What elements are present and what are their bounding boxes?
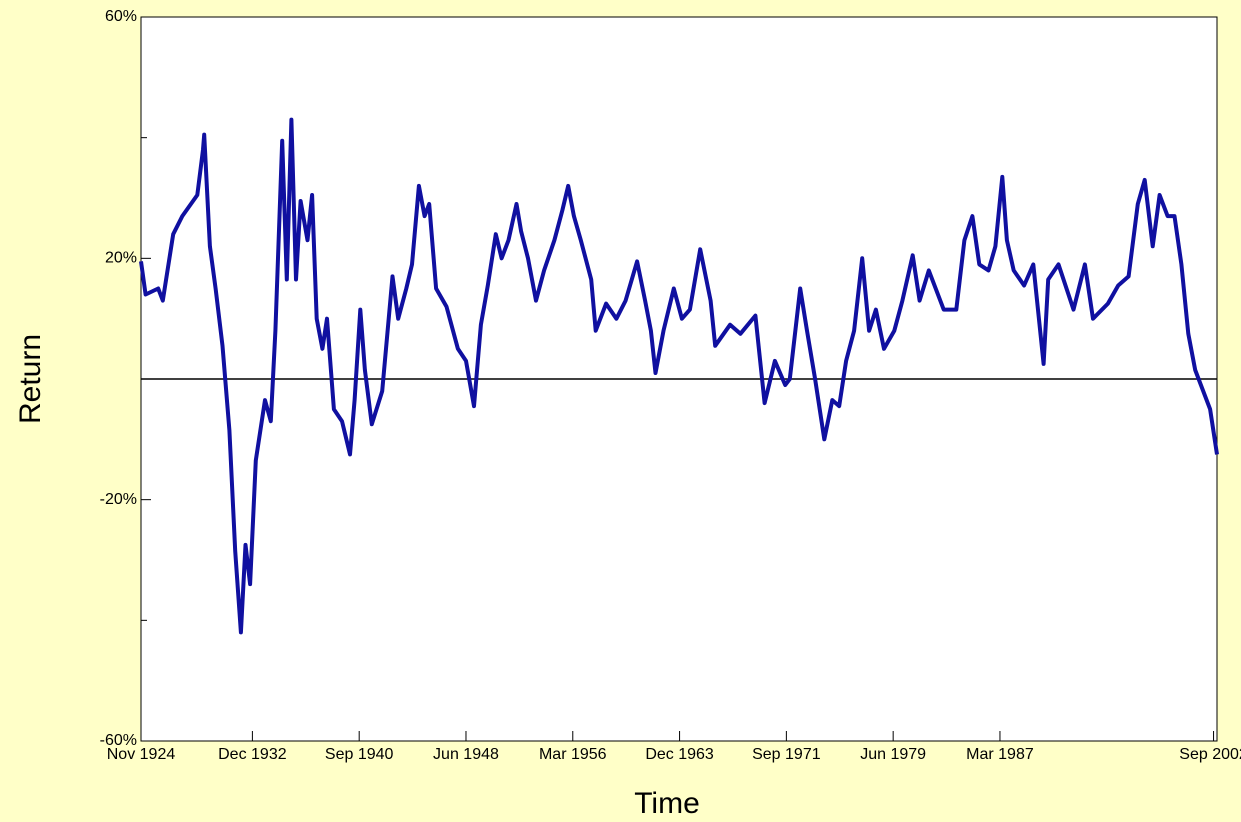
y-tick-label: 60% xyxy=(105,8,137,25)
x-tick-label: Dec 1963 xyxy=(645,746,714,763)
x-tick-label: Jun 1948 xyxy=(433,746,499,763)
x-axis-title: Time xyxy=(634,787,700,820)
x-tick-label: Mar 1956 xyxy=(539,746,607,763)
y-tick-label: 20% xyxy=(105,250,137,267)
x-tick-label: Sep 1940 xyxy=(325,746,394,763)
y-axis-title: Return xyxy=(14,334,47,424)
x-tick-label: Mar 1987 xyxy=(966,746,1034,763)
y-tick-label: -20% xyxy=(100,491,137,508)
data-line xyxy=(139,117,1219,635)
x-tick-label: Dec 1932 xyxy=(218,746,287,763)
x-tick-label: Sep 2002 xyxy=(1179,746,1241,763)
y-tick-label: -60% xyxy=(100,732,137,749)
x-tick-label: Sep 1971 xyxy=(752,746,821,763)
x-tick-label: Jun 1979 xyxy=(860,746,926,763)
x-tick-label: Nov 1924 xyxy=(107,746,176,763)
